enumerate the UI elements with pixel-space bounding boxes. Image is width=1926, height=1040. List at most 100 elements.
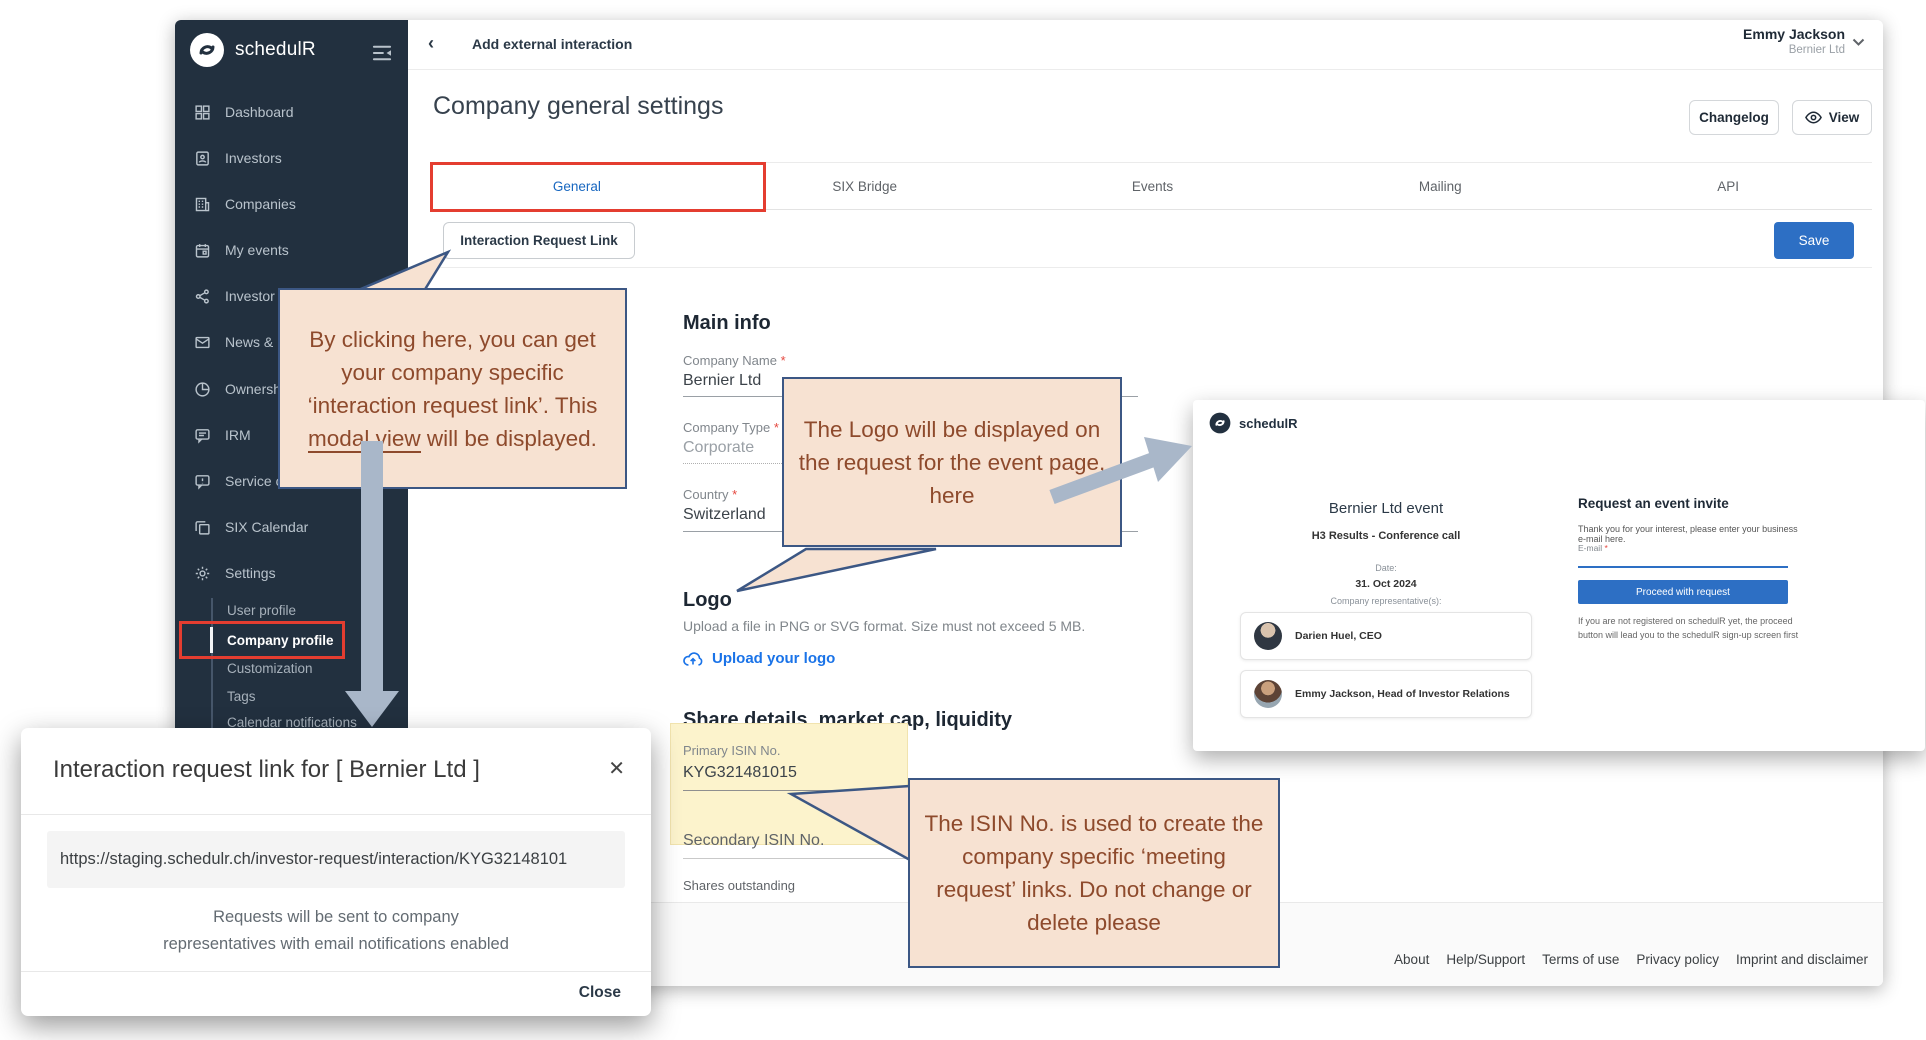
sidebar-item-tags[interactable]: Tags (227, 688, 256, 704)
sidebar-item-user-profile[interactable]: User profile (227, 602, 297, 618)
brand-name: schedulR (235, 39, 316, 60)
sidebar-item-customization[interactable]: Customization (227, 660, 313, 676)
copy-icon (195, 520, 210, 535)
sidebar-item-label: Investors (225, 150, 282, 166)
preview-event-title: Bernier Ltd event (1328, 500, 1444, 517)
sidebar-item-label: SIX Calendar (225, 519, 309, 535)
sidebar-item-dashboard[interactable]: Dashboard (194, 97, 404, 127)
country-select[interactable]: Switzerland (683, 506, 766, 523)
dashboard-icon (195, 104, 210, 120)
collapse-sidebar-icon[interactable] (371, 44, 393, 62)
eye-icon (1804, 111, 1822, 124)
sidebar-item-label: Settings (225, 565, 276, 581)
modal-close-button[interactable]: Close (578, 984, 621, 1001)
sidebar-item-news-mail[interactable]: News & m (194, 327, 404, 357)
tab-six-bridge[interactable]: SIX Bridge (832, 178, 897, 194)
primary-isin-input[interactable]: KYG321481015 (683, 764, 797, 781)
sidebar-item-companies[interactable]: Companies (194, 189, 404, 219)
sidebar-item-label: Ownership (225, 381, 292, 397)
divider (433, 267, 1872, 268)
view-label: View (1828, 110, 1860, 125)
preview-email-input[interactable] (1578, 556, 1788, 568)
sidebar-item-label: Dashboard (225, 104, 294, 120)
schedulr-logo-icon (1209, 412, 1231, 434)
tab-api[interactable]: API (1717, 178, 1739, 194)
upload-logo-link[interactable]: Upload your logo (683, 650, 835, 667)
callout-underlined-text: modal view (308, 425, 421, 453)
sidebar-item-irm[interactable]: IRM (194, 420, 404, 450)
envelope-icon (195, 336, 210, 348)
callout-isin: The ISIN No. is used to create the compa… (908, 778, 1280, 968)
company-type-input: Corporate (683, 439, 755, 456)
representative-name: Emmy Jackson, Head of Investor Relations (1295, 688, 1510, 700)
divider (21, 814, 651, 815)
secondary-isin-input[interactable]: Secondary ISIN No. (683, 832, 825, 849)
pie-chart-icon (195, 381, 210, 397)
representative-card: Darien Huel, CEO (1240, 612, 1532, 660)
close-icon[interactable]: ✕ (608, 758, 625, 780)
footer-link-imprint[interactable]: Imprint and disclaimer (1735, 952, 1868, 967)
sidebar-item-my-events[interactable]: My events (194, 235, 404, 265)
footer-link-help[interactable]: Help/Support (1446, 952, 1526, 967)
gear-icon (195, 566, 210, 580)
shares-outstanding-label: Shares outstanding (683, 878, 796, 893)
chat-lines-icon (195, 428, 210, 444)
view-button[interactable]: View (1792, 100, 1872, 135)
logo-upload-hint: Upload a file in PNG or SVG format. Size… (683, 618, 1086, 634)
interaction-link-modal: Interaction request link for [ Bernier L… (21, 728, 651, 1016)
changelog-label: Changelog (1699, 110, 1769, 125)
modal-title: Interaction request link for [ Bernier L… (53, 756, 480, 783)
sidebar-item-calendar-notifications[interactable]: Calendar notifications (227, 714, 357, 730)
main-info-heading: Main info (683, 312, 771, 334)
preview-reps-label: Company representative(s): (1330, 596, 1442, 606)
back-icon[interactable]: ‹ (428, 33, 434, 53)
sidebar-item-investor-relations[interactable]: Investor re (194, 281, 404, 311)
representative-name: Darien Huel, CEO (1295, 630, 1382, 642)
preview-brand-name: schedulR (1239, 415, 1298, 431)
company-name-label: Company Name * (683, 353, 786, 368)
sidebar-item-label: Companies (225, 196, 296, 212)
topbar: ‹ Add external interaction Emmy Jackson … (408, 20, 1883, 70)
calendar-icon (195, 243, 210, 258)
footer-link-terms[interactable]: Terms of use (1542, 952, 1620, 967)
sidebar-item-label: My events (225, 242, 289, 258)
interaction-link-field[interactable]: https://staging.schedulr.ch/investor-req… (47, 831, 625, 888)
interaction-request-link-button[interactable]: Interaction Request Link (443, 222, 635, 259)
changelog-button[interactable]: Changelog (1689, 100, 1779, 135)
preview-date-value: 31. Oct 2024 (1355, 578, 1417, 590)
preview-invite-text: Thank you for your interest, please ente… (1578, 524, 1798, 544)
feedback-icon (195, 474, 210, 490)
tab-mailing[interactable]: Mailing (1418, 178, 1462, 194)
save-button[interactable]: Save (1774, 222, 1854, 259)
company-name-input[interactable]: Bernier Ltd (683, 372, 762, 389)
annotation-redbox-general-tab (430, 162, 766, 212)
active-subnav-indicator (210, 627, 213, 653)
tab-general[interactable]: General (552, 178, 601, 194)
proceed-with-request-button[interactable]: Proceed with request (1578, 580, 1788, 604)
footer-link-about[interactable]: About (1394, 952, 1430, 967)
sidebar-item-service-center[interactable]: Service ce (194, 466, 404, 496)
user-company: Bernier Ltd (1788, 44, 1845, 56)
footer-link-privacy[interactable]: Privacy policy (1636, 952, 1719, 967)
page-title: Company general settings (433, 92, 724, 120)
tab-events[interactable]: Events (1131, 178, 1174, 194)
schedulr-logo-icon (190, 33, 224, 67)
representative-card: Emmy Jackson, Head of Investor Relations (1240, 670, 1532, 718)
preview-brand: schedulR (1209, 412, 1298, 434)
sidebar-item-ownership[interactable]: Ownership (194, 374, 404, 404)
sidebar-item-company-profile[interactable]: Company profile (227, 632, 334, 648)
annotation-redbox-company-profile (179, 621, 345, 659)
sidebar-item-settings[interactable]: Settings (194, 558, 404, 588)
isin-highlight (670, 723, 908, 845)
logo-heading: Logo (683, 589, 732, 611)
modal-note: Requests will be sent to company represe… (163, 908, 509, 953)
event-page-preview: schedulR Bernier Ltd event H3 Results - … (1193, 400, 1925, 751)
user-menu[interactable]: Emmy Jackson Bernier Ltd (1743, 26, 1845, 56)
primary-isin-label: Primary ISIN No. (683, 743, 781, 758)
sidebar-item-six-calendar[interactable]: SIX Calendar (194, 512, 404, 542)
brand: schedulR (189, 32, 316, 68)
settings-subnav-guide (211, 598, 213, 734)
sidebar-item-investors[interactable]: Investors (194, 143, 404, 173)
chevron-down-icon[interactable] (1852, 38, 1865, 47)
sidebar-item-label: Service ce (225, 473, 291, 489)
